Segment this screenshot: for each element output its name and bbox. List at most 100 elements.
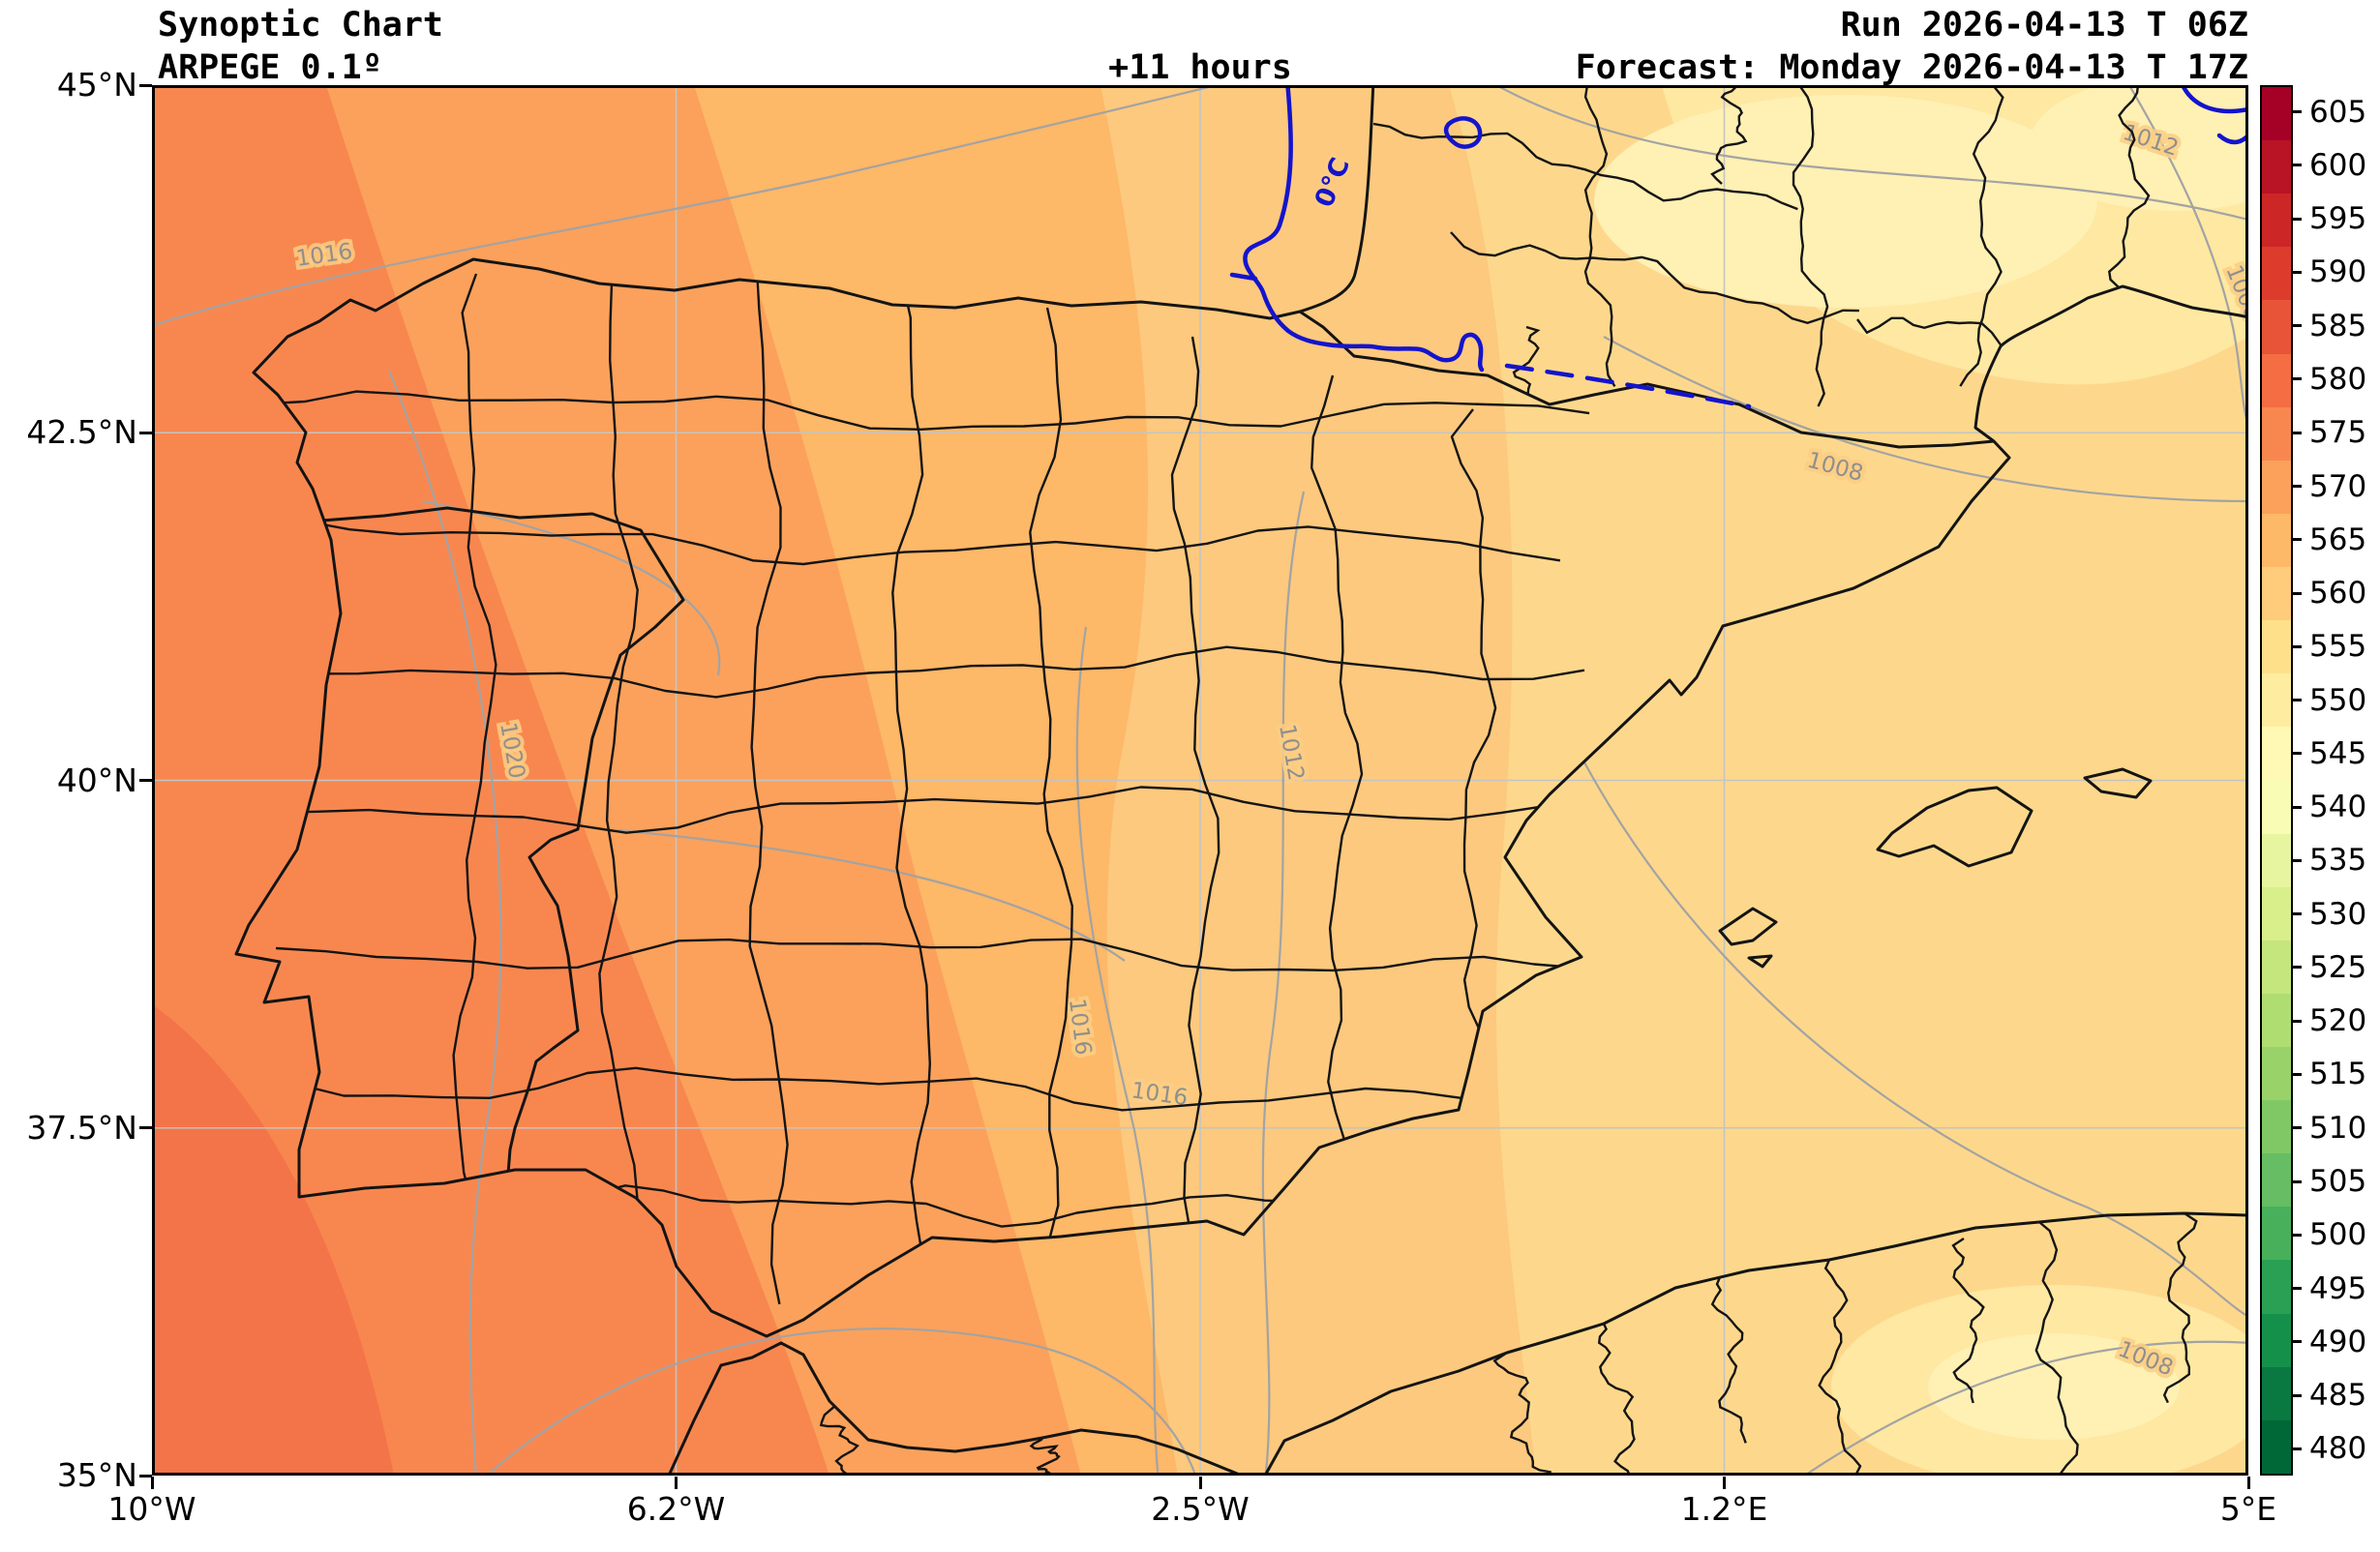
colorbar-tick-mark bbox=[2293, 805, 2302, 809]
y-tick-mark bbox=[139, 779, 152, 782]
lead-time-label: +11 hours bbox=[1108, 48, 1292, 87]
colorbar-tick-label: 600 bbox=[2309, 147, 2367, 183]
map-plot-area: 1016 1020 1016 1016 1012 1012 1008 1008 1008 0°C bbox=[152, 85, 2248, 1476]
colorbar-cell bbox=[2262, 940, 2291, 994]
france-mediterranean-coast bbox=[1973, 284, 2248, 443]
colorbar-cell bbox=[2262, 886, 2291, 940]
colorbar-cell bbox=[2262, 833, 2291, 887]
colorbar-cell bbox=[2262, 727, 2291, 781]
colorbar-tick-label: 565 bbox=[2309, 522, 2367, 557]
colorbar-tick-label: 585 bbox=[2309, 308, 2367, 343]
colorbar-tick-label: 490 bbox=[2309, 1324, 2367, 1359]
x-tick-label: 1.2°E bbox=[1680, 1490, 1768, 1528]
colorbar-cell bbox=[2262, 406, 2291, 461]
africa-coast-west bbox=[667, 1341, 1243, 1476]
france-department-borders bbox=[1372, 85, 2151, 442]
colorbar-tick-label: 530 bbox=[2309, 896, 2367, 932]
colorbar-tick-mark bbox=[2293, 1393, 2302, 1397]
colorbar-cell bbox=[2262, 620, 2291, 674]
colorbar-tick-mark bbox=[2293, 966, 2302, 970]
africa-borders bbox=[819, 1213, 2198, 1476]
colorbar-cell bbox=[2262, 1207, 2291, 1261]
menorca-island bbox=[2083, 767, 2153, 799]
colorbar-tick-mark bbox=[2293, 591, 2302, 595]
colorbar-tick-mark bbox=[2293, 1447, 2302, 1450]
colorbar-cell bbox=[2262, 460, 2291, 514]
colorbar-tick-mark bbox=[2293, 485, 2302, 489]
colorbar-tick-label: 605 bbox=[2309, 94, 2367, 130]
colorbar-cell bbox=[2262, 1313, 2291, 1367]
colorbar-tick-mark bbox=[2293, 858, 2302, 862]
colorbar-tick-label: 495 bbox=[2309, 1270, 2367, 1306]
y-tick-mark bbox=[139, 431, 152, 434]
colorbar-cell bbox=[2262, 1260, 2291, 1314]
colorbar-cell bbox=[2262, 993, 2291, 1047]
x-tick-label: 6.2°W bbox=[626, 1490, 726, 1528]
colorbar bbox=[2260, 85, 2293, 1476]
colorbar-tick-label: 555 bbox=[2309, 629, 2367, 665]
africa-coast-east bbox=[1263, 1211, 2248, 1476]
colorbar-tick-mark bbox=[2293, 217, 2302, 221]
isobar-lines bbox=[152, 85, 2248, 1476]
x-tick-mark bbox=[1198, 1477, 1202, 1489]
colorbar-tick-mark bbox=[2293, 699, 2302, 702]
colorbar-tick-mark bbox=[2293, 644, 2302, 648]
formentera-island bbox=[1747, 954, 1773, 969]
france-atlantic-coast bbox=[1299, 85, 1375, 313]
colorbar-cell bbox=[2262, 566, 2291, 621]
run-label: Run 2026-04-13 T 06Z bbox=[1840, 6, 2248, 45]
province-borders bbox=[248, 268, 1605, 1305]
colorbar-tick-label: 515 bbox=[2309, 1057, 2367, 1092]
colorbar-tick-mark bbox=[2293, 270, 2302, 274]
forecast-label: Forecast: Monday 2026-04-13 T 17Z bbox=[1575, 48, 2248, 87]
colorbar-tick-mark bbox=[2293, 752, 2302, 756]
colorbar-tick-mark bbox=[2293, 431, 2302, 434]
colorbar-cell bbox=[2262, 1419, 2291, 1474]
colorbar-cell bbox=[2262, 353, 2291, 407]
colorbar-cell bbox=[2262, 1100, 2291, 1154]
colorbar-tick-label: 500 bbox=[2309, 1217, 2367, 1253]
colorbar-cell bbox=[2262, 300, 2291, 354]
colorbar-cell bbox=[2262, 140, 2291, 194]
colorbar-tick-label: 575 bbox=[2309, 415, 2367, 451]
colorbar-cell bbox=[2262, 87, 2291, 141]
y-tick-mark bbox=[139, 1474, 152, 1477]
x-tick-label: 10°W bbox=[107, 1490, 196, 1528]
colorbar-tick-label: 510 bbox=[2309, 1110, 2367, 1146]
colorbar-cell bbox=[2262, 780, 2291, 834]
portugal-spain-border bbox=[309, 506, 685, 1175]
graticule bbox=[152, 85, 2248, 1476]
colorbar-cell bbox=[2262, 247, 2291, 301]
colorbar-tick-label: 560 bbox=[2309, 576, 2367, 612]
colorbar-tick-mark bbox=[2293, 1233, 2302, 1237]
mallorca-island bbox=[1876, 786, 2034, 868]
x-tick-mark bbox=[675, 1477, 678, 1489]
colorbar-tick-label: 595 bbox=[2309, 201, 2367, 237]
colorbar-tick-mark bbox=[2293, 912, 2302, 916]
colorbar-cell bbox=[2262, 673, 2291, 728]
colorbar-tick-label: 550 bbox=[2309, 682, 2367, 718]
colorbar-tick-label: 590 bbox=[2309, 254, 2367, 290]
coastlines bbox=[234, 85, 2248, 1476]
ibiza-island bbox=[1718, 907, 1778, 946]
colorbar-tick-mark bbox=[2293, 1019, 2302, 1023]
colorbar-tick-mark bbox=[2293, 1072, 2302, 1076]
colorbar-tick-mark bbox=[2293, 1126, 2302, 1130]
chart-title: Synoptic Chart bbox=[158, 6, 444, 45]
colorbar-tick-label: 570 bbox=[2309, 468, 2367, 504]
colorbar-tick-mark bbox=[2293, 377, 2302, 381]
colorbar-tick-mark bbox=[2293, 110, 2302, 114]
x-tick-label: 5°E bbox=[2219, 1490, 2277, 1528]
colorbar-tick-mark bbox=[2293, 324, 2302, 328]
colorbar-cell bbox=[2262, 1046, 2291, 1101]
model-label: ARPEGE 0.1º bbox=[158, 48, 382, 87]
colorbar-tick-mark bbox=[2293, 1340, 2302, 1344]
x-tick-mark bbox=[150, 1477, 154, 1489]
colorbar-cell bbox=[2262, 1366, 2291, 1420]
colorbar-cell bbox=[2262, 513, 2291, 567]
plot-frame bbox=[152, 85, 2248, 1476]
colorbar-cell bbox=[2262, 1153, 2291, 1208]
x-tick-mark bbox=[1723, 1477, 1726, 1489]
y-tick-label: 35°N bbox=[56, 1456, 137, 1494]
